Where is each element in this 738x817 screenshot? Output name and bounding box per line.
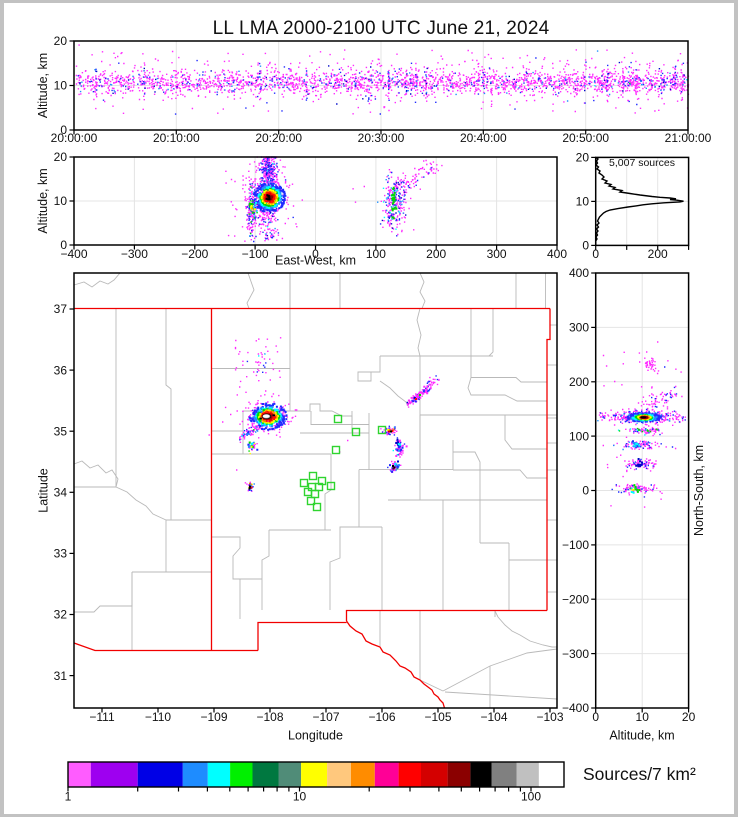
svg-text:0: 0 [60,123,67,137]
svg-text:32: 32 [54,608,68,622]
svg-text:East-West, km: East-West, km [275,254,356,268]
svg-text:20:10:00: 20:10:00 [153,131,200,145]
svg-text:10: 10 [54,79,68,93]
svg-text:20:40:00: 20:40:00 [460,131,507,145]
svg-text:−300: −300 [121,247,148,261]
svg-text:20:30:00: 20:30:00 [358,131,405,145]
svg-text:0: 0 [582,484,589,498]
svg-text:Latitude: Latitude [37,468,51,513]
svg-text:100: 100 [366,247,386,261]
svg-text:36: 36 [54,363,68,377]
svg-text:20: 20 [54,34,68,48]
svg-text:20: 20 [54,150,68,164]
svg-text:−109: −109 [200,710,227,724]
svg-text:0: 0 [582,239,589,253]
svg-text:20: 20 [682,710,696,724]
svg-text:20:50:00: 20:50:00 [562,131,609,145]
svg-text:5,007 sources: 5,007 sources [609,157,675,169]
svg-text:31: 31 [54,669,68,683]
svg-text:−400: −400 [60,247,87,261]
svg-text:33: 33 [54,547,68,561]
svg-text:−300: −300 [562,647,589,661]
svg-text:300: 300 [569,321,589,335]
svg-text:100: 100 [521,790,541,804]
svg-text:−100: −100 [242,247,269,261]
svg-text:34: 34 [54,486,68,500]
svg-text:−100: −100 [562,538,589,552]
svg-text:20:00:00: 20:00:00 [51,131,98,145]
svg-text:−103: −103 [536,710,563,724]
svg-text:35: 35 [54,424,68,438]
svg-text:100: 100 [569,429,589,443]
svg-text:Altitude, km: Altitude, km [36,53,50,118]
svg-text:−108: −108 [256,710,283,724]
svg-text:20: 20 [576,151,590,165]
svg-text:−200: −200 [562,593,589,607]
svg-text:10: 10 [293,790,307,804]
svg-text:300: 300 [487,247,507,261]
svg-text:−105: −105 [424,710,451,724]
svg-text:Altitude, km: Altitude, km [36,168,50,233]
svg-text:400: 400 [547,247,567,261]
svg-text:1: 1 [65,790,72,804]
svg-text:400: 400 [569,266,589,280]
svg-text:0: 0 [312,247,319,261]
svg-text:LL LMA 2000-2100 UTC June 21,: LL LMA 2000-2100 UTC June 21, 2024 [213,18,550,39]
svg-text:Altitude, km: Altitude, km [609,729,674,743]
svg-text:−111: −111 [89,710,115,724]
svg-text:10: 10 [636,710,650,724]
svg-text:10: 10 [576,195,590,209]
svg-text:−400: −400 [562,701,589,715]
svg-text:0: 0 [60,238,67,252]
svg-text:20:20:00: 20:20:00 [255,131,302,145]
svg-text:10: 10 [54,194,68,208]
svg-text:21:00:00: 21:00:00 [665,131,712,145]
svg-text:Longitude: Longitude [288,729,343,743]
svg-text:200: 200 [426,247,446,261]
svg-text:200: 200 [648,247,668,261]
svg-text:−200: −200 [181,247,208,261]
svg-text:−104: −104 [480,710,507,724]
svg-text:−106: −106 [368,710,395,724]
svg-text:−107: −107 [312,710,339,724]
svg-text:200: 200 [569,375,589,389]
svg-text:37: 37 [54,302,68,316]
svg-text:0: 0 [592,247,599,261]
svg-text:Sources/7 km²: Sources/7 km² [583,764,696,784]
svg-text:North-South, km: North-South, km [692,445,706,536]
svg-text:0: 0 [592,710,599,724]
svg-text:−110: −110 [145,710,171,724]
